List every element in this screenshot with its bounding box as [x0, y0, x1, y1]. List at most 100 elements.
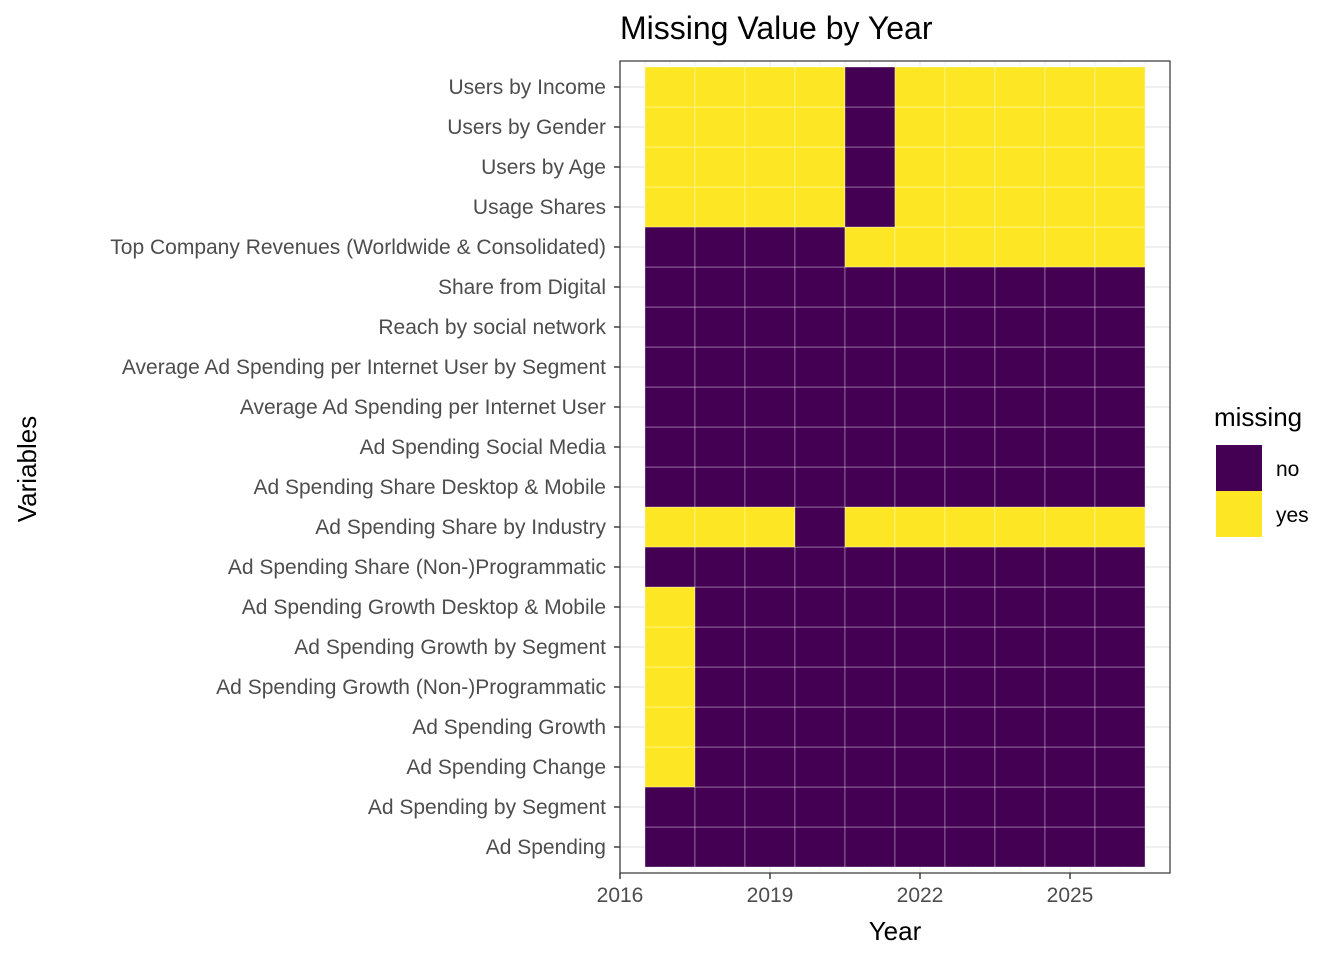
heatmap-tile: [944, 666, 996, 708]
heatmap-tile: [694, 346, 746, 388]
heatmap-tile: [994, 146, 1046, 188]
heatmap-tile: [994, 266, 1046, 308]
heatmap-tile: [744, 786, 796, 828]
heatmap-tile: [744, 186, 796, 228]
heatmap-tile: [1094, 346, 1146, 388]
heatmap-tile: [944, 106, 996, 148]
heatmap-tile: [894, 306, 946, 348]
heatmap-tile: [694, 386, 746, 428]
heatmap-tile: [944, 386, 996, 428]
heatmap-tile: [844, 786, 896, 828]
heatmap-tile: [944, 146, 996, 188]
heatmap-tile: [1094, 826, 1146, 868]
y-tick-label: Share from Digital: [438, 276, 606, 299]
y-tick-label: Usage Shares: [473, 196, 606, 219]
heatmap-tile: [644, 746, 696, 788]
heatmap-tile: [1044, 466, 1096, 508]
heatmap-tile: [994, 546, 1046, 588]
y-axis: Ad Spending Ad Spending by Segment Ad Spen…: [110, 76, 620, 859]
heatmap-tile: [894, 626, 946, 668]
heatmap-tile: [694, 306, 746, 348]
panel-border: [619, 60, 1171, 874]
heatmap-tile: [794, 346, 846, 388]
heatmap-tile: [994, 706, 1046, 748]
heatmap-tile: [794, 546, 846, 588]
heatmap-tile: [644, 506, 696, 548]
heatmap-tile: [1094, 186, 1146, 228]
heatmap-tile: [644, 386, 696, 428]
heatmap-tile: [844, 106, 896, 148]
heatmap-tile: [894, 706, 946, 748]
heatmap-tile: [1044, 226, 1096, 268]
heatmap-tile: [894, 786, 946, 828]
legend-key-yes: [1216, 491, 1262, 537]
heatmap-tile: [694, 546, 746, 588]
heatmap-tile: [844, 666, 896, 708]
heatmap-tile: [844, 226, 896, 268]
heatmap-tile: [944, 306, 996, 348]
heatmap-tile: [844, 586, 896, 628]
heatmap-tile: [944, 586, 996, 628]
heatmap-tile: [744, 626, 796, 668]
heatmap-tile: [1094, 306, 1146, 348]
heatmap-tile: [794, 426, 846, 468]
heatmap-tile: [1094, 66, 1146, 108]
heatmap-tile: [744, 586, 796, 628]
heatmap-tile: [1094, 386, 1146, 428]
heatmap-tile: [1044, 186, 1096, 228]
heatmap-tile: [744, 226, 796, 268]
heatmap-tile: [844, 266, 896, 308]
heatmap-tile: [694, 106, 746, 148]
y-tick-label: Ad Spending Share by Industry: [315, 516, 606, 539]
heatmap-tile: [844, 386, 896, 428]
heatmap-tile: [994, 466, 1046, 508]
heatmap-tile: [644, 786, 696, 828]
y-tick-label: Ad Spending Growth by Segment: [294, 636, 606, 659]
heatmap-tile: [1094, 506, 1146, 548]
heatmap-tile: [794, 146, 846, 188]
heatmap-tile: [844, 66, 896, 108]
heatmap-tile: [794, 506, 846, 548]
heatmap-tile: [844, 546, 896, 588]
heatmap-tile: [1094, 626, 1146, 668]
x-tick-label: 2025: [1047, 884, 1094, 907]
heatmap-tile: [894, 266, 946, 308]
legend-label-no: no: [1276, 458, 1299, 481]
heatmap-tile: [1044, 346, 1096, 388]
heatmap-tile: [994, 106, 1046, 148]
heatmap-tile: [994, 226, 1046, 268]
heatmap-tile: [694, 706, 746, 748]
heatmap-tile: [744, 306, 796, 348]
y-tick-label: Top Company Revenues (Worldwide & Consol…: [110, 236, 606, 259]
x-tick-label: 2022: [897, 884, 944, 907]
heatmap-tile: [844, 306, 896, 348]
heatmap-tile: [1044, 266, 1096, 308]
heatmap-tiles: [644, 66, 1146, 868]
heatmap-tile: [744, 106, 796, 148]
y-tick-label: Users by Age: [481, 156, 606, 179]
heatmap-tile: [994, 666, 1046, 708]
heatmap-tile: [644, 66, 696, 108]
y-tick-label: Users by Gender: [447, 116, 606, 139]
x-tick-label: 2016: [597, 884, 644, 907]
heatmap-tile: [1094, 706, 1146, 748]
heatmap-tile: [894, 66, 946, 108]
y-tick-label: Ad Spending Share (Non-)Programmatic: [228, 556, 606, 579]
heatmap-tile: [1044, 826, 1096, 868]
heatmap-tile: [794, 306, 846, 348]
y-tick-label: Ad Spending Growth Desktop & Mobile: [242, 596, 606, 619]
heatmap-tile: [894, 146, 946, 188]
heatmap-tile: [1094, 146, 1146, 188]
heatmap-tile: [744, 386, 796, 428]
heatmap-tile: [794, 746, 846, 788]
chart-title: Missing Value by Year: [620, 10, 933, 46]
heatmap-tile: [694, 586, 746, 628]
heatmap-tile: [994, 346, 1046, 388]
heatmap-tile: [744, 146, 796, 188]
heatmap-tile: [994, 746, 1046, 788]
heatmap-tile: [794, 826, 846, 868]
heatmap-tile: [894, 226, 946, 268]
heatmap-tile: [794, 466, 846, 508]
heatmap-tile: [644, 346, 696, 388]
y-tick-label: Ad Spending Growth (Non-)Programmatic: [216, 676, 606, 699]
